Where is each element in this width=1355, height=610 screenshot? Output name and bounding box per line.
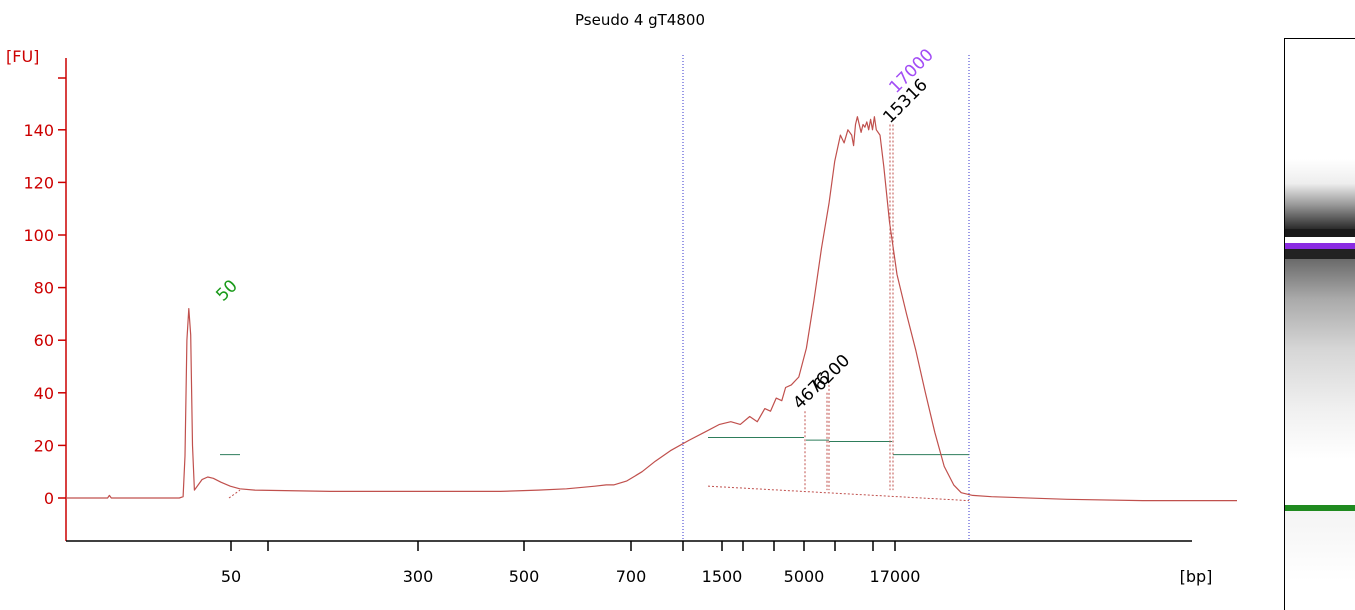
peak-baselines [220,124,970,502]
gel-lower-marker-band [1285,505,1355,511]
axes: 0 20 40 60 80 100 120 140 50 300 500 700 1500 5000 170… [23,58,1192,586]
y-tick-label: 80 [34,279,54,298]
electropherogram-trace [66,116,1237,502]
sloped-baseline [707,485,970,502]
gel-smear-top [1285,159,1355,229]
gel-band-dark-2 [1285,249,1355,259]
y-tick-label: 100 [23,226,54,245]
gel-bottom-fade [1285,511,1355,581]
gel-image-panel [1284,38,1355,610]
x-tick-label: 300 [403,567,434,586]
x-tick-label: 500 [509,567,540,586]
x-tick-label: 5000 [784,567,825,586]
trace-layer [66,116,1237,502]
y-tick-label: 20 [34,436,54,455]
x-axis-label: [bp] [1180,567,1213,586]
region-markers [682,55,970,541]
y-tick-label: 140 [23,121,54,140]
gel-smear-bottom [1285,259,1355,459]
y-tick-label: 0 [44,489,54,508]
y-tick-label: 40 [34,384,54,403]
peak-label-50: 50 [212,276,241,305]
x-tick-label: 1500 [702,567,743,586]
x-tick-label: 700 [616,567,647,586]
marker-baseline [228,489,241,499]
y-tick-label: 120 [23,173,54,192]
x-tick-label: 50 [221,567,241,586]
y-axis-label: [FU] [6,47,39,66]
y-tick-label: 60 [34,331,54,350]
x-tick-label: 17000 [870,567,921,586]
gel-upper-marker-band [1285,243,1355,249]
chart-title: Pseudo 4 gT4800 [575,11,705,29]
gel-band-dark [1285,229,1355,237]
